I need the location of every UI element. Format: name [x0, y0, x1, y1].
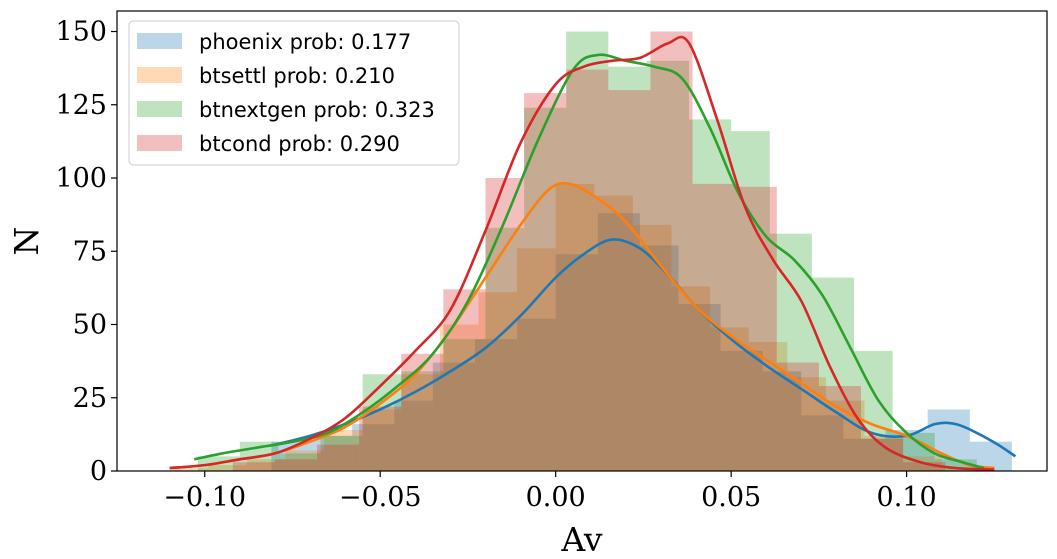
histogram-bar [934, 459, 977, 471]
y-axis: 0 25 50 75 100 125 150 [55, 17, 117, 487]
histogram-bar [443, 289, 486, 471]
histogram-bar [734, 186, 777, 471]
histogram-bar [597, 213, 640, 472]
kde-curves [169, 35, 1017, 471]
histogram-bar [678, 303, 721, 471]
histogram-bar [324, 429, 363, 471]
histogram-bar [274, 459, 318, 471]
histogram-bar [639, 245, 679, 471]
histogram-bar [246, 459, 286, 471]
y-tick-label: 100 [55, 163, 107, 194]
y-tick-label: 125 [55, 90, 107, 121]
histogram-bar [474, 339, 518, 471]
x-tick-label: 0.10 [877, 482, 937, 513]
histogram-bar [320, 435, 363, 471]
y-axis-label: N [7, 227, 46, 256]
histogram-bar [566, 69, 609, 471]
legend-swatch [137, 67, 182, 83]
legend-swatch [137, 135, 182, 151]
x-axis: −0.10 −0.05 0.00 0.05 0.10 [163, 471, 937, 513]
histogram-bar [401, 353, 444, 471]
x-tick-label: −0.10 [163, 482, 246, 513]
histogram-bar [169, 468, 209, 471]
histogram-bar [762, 371, 802, 471]
y-tick-label: 75 [73, 236, 107, 267]
legend-label: btsettl prob: 0.210 [199, 64, 395, 88]
histogram-bar [650, 31, 693, 472]
x-tick-label: 0.00 [526, 482, 586, 513]
histogram-bar [362, 409, 402, 471]
histogram-bar [208, 465, 247, 471]
y-tick-label: 150 [55, 17, 107, 48]
y-tick-label: 0 [90, 456, 107, 487]
kde-line-series-3 [169, 35, 995, 471]
histogram-bar [608, 66, 647, 471]
histogram-bar [903, 462, 946, 471]
histogram-bar [278, 453, 321, 471]
histogram-bar [801, 415, 844, 471]
legend-swatch [137, 33, 182, 49]
histogram-bar [394, 400, 433, 471]
histogram-bar [432, 362, 475, 471]
histogram-bar [710, 327, 749, 471]
histogram-bar [317, 444, 360, 471]
y-tick-label: 50 [73, 310, 107, 341]
kde-line-series-1 [169, 181, 995, 470]
legend-label: btcond prob: 0.290 [199, 132, 400, 156]
histogram-bar [689, 119, 732, 471]
legend: phoenix prob: 0.177 btsettl prob: 0.210 bt… [128, 20, 460, 166]
legend-box [128, 20, 460, 166]
plot-frame [116, 10, 1048, 472]
x-tick-label: −0.05 [339, 482, 422, 513]
legend-label: btnextgen prob: 0.323 [199, 98, 435, 122]
histogram-bar [517, 318, 556, 471]
histogram-bar [310, 435, 353, 471]
histogram-bar [646, 60, 690, 471]
histogram-bar [608, 90, 651, 472]
histogram-bar [692, 183, 735, 471]
histogram-bar [555, 254, 598, 471]
x-tick-label: 0.05 [701, 482, 761, 513]
histogram-bar [843, 438, 886, 471]
histogram-bar [927, 409, 970, 471]
legend-swatch [137, 101, 182, 117]
histogram-bar [671, 286, 711, 471]
histogram-bar [776, 362, 819, 471]
histogram-bar [439, 324, 479, 471]
x-axis-label: Av [560, 520, 602, 559]
histogram-bar [359, 406, 402, 471]
histogram-bar [555, 183, 595, 471]
histogram-bar [362, 374, 402, 471]
histogram-bar [632, 224, 672, 471]
histogram-bar [478, 292, 518, 471]
histogram-bar [720, 350, 763, 471]
legend-label: phoenix prob: 0.177 [199, 30, 411, 54]
histogram-bars [169, 31, 1012, 472]
histogram-bar [524, 93, 567, 472]
histogram-bar [748, 342, 788, 471]
histogram-bar [352, 424, 395, 471]
histogram-bar [285, 450, 325, 471]
histogram-bar [232, 462, 275, 471]
y-tick-label: 25 [73, 383, 107, 414]
